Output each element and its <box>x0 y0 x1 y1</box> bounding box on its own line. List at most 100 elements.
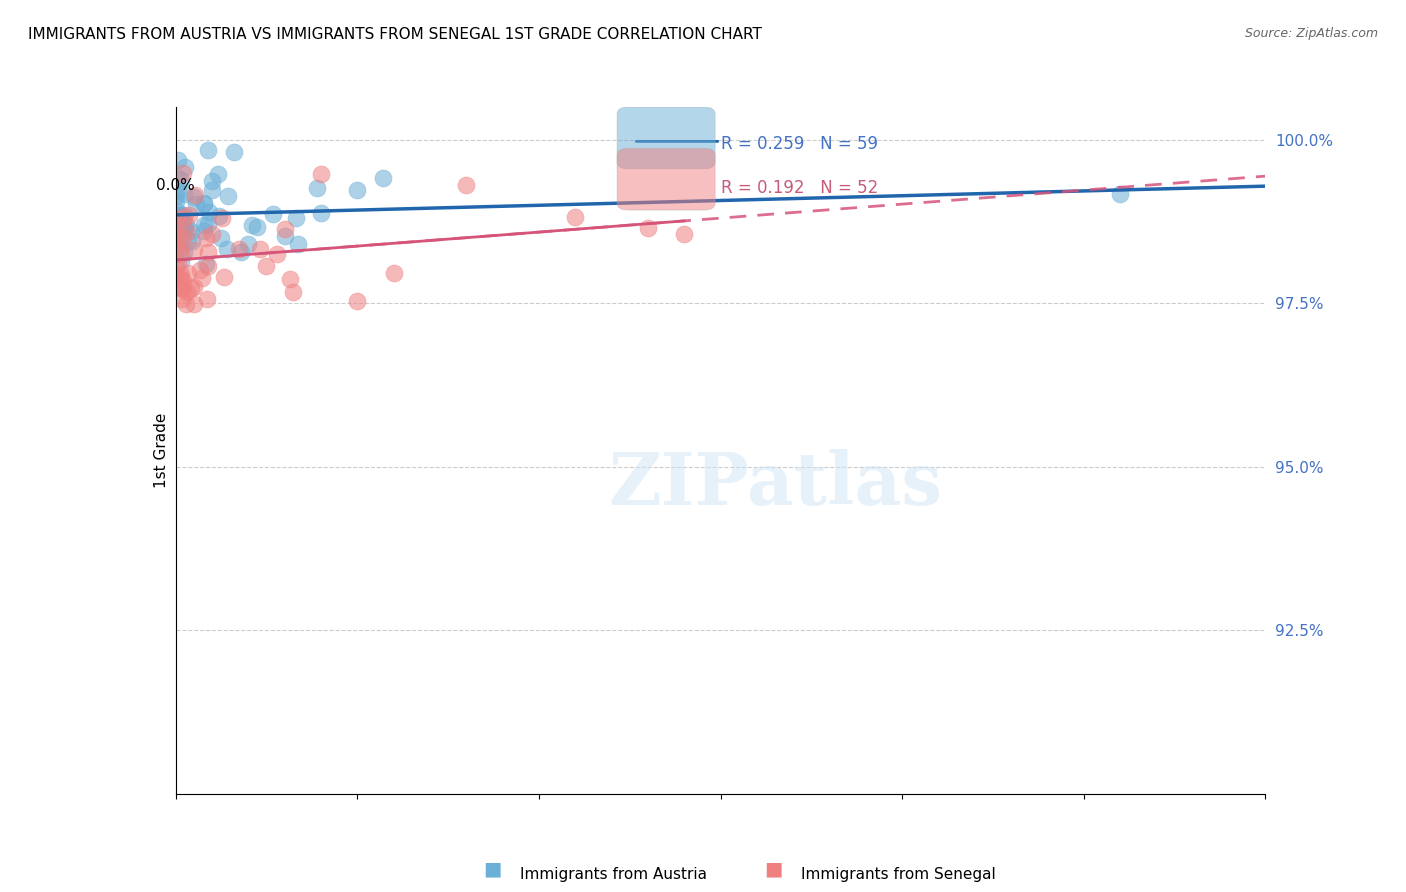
Point <box>170 173 193 187</box>
Point <box>180 224 202 238</box>
Point <box>169 241 191 255</box>
Point <box>197 204 219 219</box>
Point <box>172 229 194 244</box>
Point <box>201 174 224 188</box>
Point <box>194 257 217 271</box>
Point <box>209 231 232 245</box>
Point <box>254 259 277 273</box>
Point <box>177 234 200 248</box>
Point <box>188 262 211 277</box>
Point <box>165 229 187 244</box>
Point <box>382 266 405 280</box>
Point <box>165 280 187 294</box>
Point <box>176 285 198 300</box>
Point <box>197 245 219 260</box>
Point <box>263 207 285 221</box>
Point <box>167 208 190 222</box>
Point <box>166 229 188 244</box>
Point <box>456 178 478 192</box>
Point <box>346 183 368 197</box>
Point <box>165 268 187 283</box>
Point <box>212 270 235 285</box>
Point <box>165 233 187 247</box>
Point <box>238 236 260 251</box>
Point <box>165 217 187 231</box>
Point <box>173 187 195 202</box>
Point <box>167 183 190 197</box>
Point <box>184 187 207 202</box>
Point <box>179 209 201 223</box>
Point <box>278 272 301 286</box>
Text: Immigrants from Austria: Immigrants from Austria <box>520 867 707 881</box>
Point <box>211 211 233 226</box>
Point <box>1109 186 1132 201</box>
Point <box>165 211 187 226</box>
Point <box>309 206 332 220</box>
Point <box>174 297 197 311</box>
Point <box>193 196 215 211</box>
Point <box>197 259 219 273</box>
Text: ■: ■ <box>763 859 783 878</box>
Point <box>240 218 263 232</box>
Point <box>167 170 190 185</box>
Point <box>172 215 194 229</box>
Point <box>249 242 271 256</box>
Point <box>169 253 191 268</box>
Point <box>201 183 224 197</box>
Point <box>170 267 193 281</box>
Point <box>166 203 188 218</box>
Point <box>169 269 191 284</box>
Point <box>287 237 309 252</box>
Point <box>284 211 307 225</box>
Point <box>195 231 218 245</box>
Point <box>176 225 198 239</box>
Point <box>564 210 586 224</box>
Point <box>215 242 238 256</box>
Point <box>637 220 659 235</box>
Point <box>173 210 195 224</box>
Point <box>222 145 245 159</box>
Point <box>165 219 187 234</box>
FancyBboxPatch shape <box>617 148 716 211</box>
Point <box>174 218 197 232</box>
Point <box>172 274 194 288</box>
Point <box>173 208 195 222</box>
Point <box>180 234 202 248</box>
Point <box>207 167 229 181</box>
Point <box>208 210 231 224</box>
Point <box>170 281 193 295</box>
Point <box>183 280 205 294</box>
Point <box>183 297 205 311</box>
Point <box>281 285 304 300</box>
Point <box>172 292 194 306</box>
Point <box>217 189 239 203</box>
Point <box>274 222 297 236</box>
Text: ZIPatlas: ZIPatlas <box>607 450 942 520</box>
Point <box>169 237 191 252</box>
Point <box>170 211 193 226</box>
Point <box>172 166 194 180</box>
Point <box>170 220 193 235</box>
Point <box>170 208 193 222</box>
Text: ■: ■ <box>482 859 502 878</box>
Point <box>193 197 215 211</box>
Point <box>191 270 214 285</box>
Point <box>172 220 194 235</box>
FancyBboxPatch shape <box>617 107 716 169</box>
Point <box>172 282 194 296</box>
Text: R = 0.192   N = 52: R = 0.192 N = 52 <box>721 179 877 197</box>
Point <box>169 247 191 261</box>
Text: Immigrants from Senegal: Immigrants from Senegal <box>801 867 997 881</box>
Point <box>193 218 215 232</box>
Point <box>371 171 394 186</box>
Point <box>246 219 269 234</box>
Point <box>184 197 207 211</box>
Text: IMMIGRANTS FROM AUSTRIA VS IMMIGRANTS FROM SENEGAL 1ST GRADE CORRELATION CHART: IMMIGRANTS FROM AUSTRIA VS IMMIGRANTS FR… <box>28 27 762 42</box>
Y-axis label: 1st Grade: 1st Grade <box>153 413 169 488</box>
Point <box>307 181 329 195</box>
Point <box>166 153 188 167</box>
Point <box>165 189 187 203</box>
Text: 0.0%: 0.0% <box>156 178 195 193</box>
Point <box>197 143 219 157</box>
Point <box>346 293 368 308</box>
